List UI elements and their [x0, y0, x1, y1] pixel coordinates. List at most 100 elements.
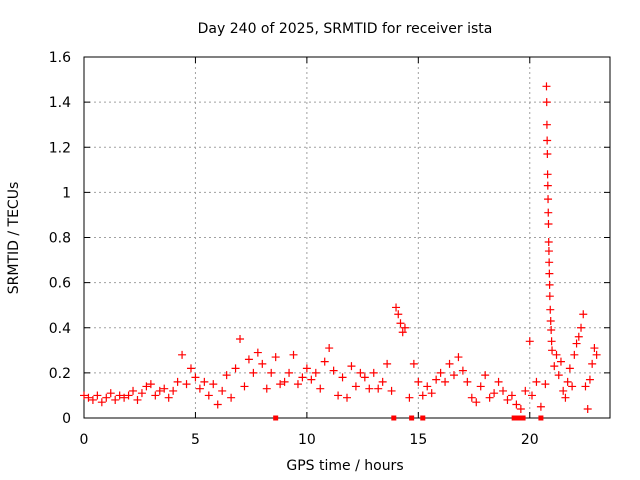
plot-frame: [83, 56, 611, 419]
y-tick-label: 0.8: [49, 231, 71, 247]
data-point: [583, 404, 592, 413]
data-point: [545, 269, 554, 278]
data-point: [173, 377, 182, 386]
data-point: [267, 368, 276, 377]
data-point: [155, 386, 164, 395]
chart-title: Day 240 of 2025, SRMTID for receiver ist…: [198, 21, 493, 37]
data-point: [563, 377, 572, 386]
data-point: [84, 393, 93, 402]
data-point: [97, 398, 106, 407]
y-tick-label: 1: [62, 185, 71, 201]
data-point: [588, 359, 597, 368]
data-point: [521, 386, 530, 395]
grid: [84, 57, 610, 418]
data-point: [454, 353, 463, 362]
data-point: [169, 386, 178, 395]
zero-marker: [420, 415, 426, 421]
data-point: [374, 384, 383, 393]
data-point: [545, 292, 554, 301]
data-point: [360, 373, 369, 382]
data-point: [559, 386, 568, 395]
data-point: [115, 391, 124, 400]
x-tick-label: 0: [80, 432, 89, 448]
ticks: 0 0.2 0.4 0.6 0.8 1 1.2 1.4 1.6 0 5 10 15 20: [49, 50, 610, 448]
data-point: [427, 389, 436, 398]
data-point: [218, 386, 227, 395]
data-point: [543, 150, 552, 159]
data-point: [88, 395, 97, 404]
data-point: [334, 391, 343, 400]
data-point: [222, 371, 231, 380]
data-point: [302, 364, 311, 373]
y-tick-label: 1.2: [49, 140, 71, 156]
y-tick-label: 0.6: [49, 276, 71, 292]
data-point: [592, 350, 601, 359]
data-point: [544, 219, 553, 228]
data-point: [570, 350, 579, 359]
data-point: [120, 393, 129, 402]
data-point: [481, 371, 490, 380]
x-axis-label: GPS time / hours: [286, 458, 403, 474]
data-point: [532, 377, 541, 386]
data-point: [544, 238, 553, 247]
data-point: [280, 377, 289, 386]
data-point: [590, 344, 599, 353]
y-tick-label: 0.4: [49, 321, 71, 337]
data-point: [137, 389, 146, 398]
data-point: [516, 404, 525, 413]
data-point: [490, 389, 499, 398]
data-point: [106, 389, 115, 398]
data-point: [258, 359, 267, 368]
data-point: [554, 371, 563, 380]
data-point: [507, 391, 516, 400]
data-point: [503, 395, 512, 404]
data-point: [316, 384, 325, 393]
data-point: [544, 247, 553, 256]
data-point: [129, 386, 138, 395]
data-point: [231, 364, 240, 373]
data-point: [93, 391, 102, 400]
data-point: [227, 393, 236, 402]
data-point: [541, 380, 550, 389]
data-point: [536, 402, 545, 411]
data-point: [249, 368, 258, 377]
zero-marker: [520, 415, 526, 421]
data-point: [579, 310, 588, 319]
data-point: [178, 350, 187, 359]
data-point: [236, 335, 245, 344]
data-point: [151, 391, 160, 400]
data-point: [525, 337, 534, 346]
data-point: [191, 373, 200, 382]
data-point: [546, 316, 555, 325]
zero-marker: [273, 415, 279, 421]
data-point: [581, 382, 590, 391]
x-tick-label: 15: [409, 432, 427, 448]
data-points: [80, 82, 601, 421]
data-point: [445, 359, 454, 368]
data-point: [409, 359, 418, 368]
data-point: [182, 380, 191, 389]
zero-marker: [538, 415, 544, 421]
data-point: [320, 357, 329, 366]
data-point: [499, 386, 508, 395]
y-tick-label: 1.6: [49, 50, 71, 66]
data-point: [142, 382, 151, 391]
data-point: [369, 368, 378, 377]
data-point: [543, 181, 552, 190]
data-point: [572, 339, 581, 348]
data-point: [298, 373, 307, 382]
data-point: [414, 377, 423, 386]
data-point: [467, 393, 476, 402]
data-point: [329, 366, 338, 375]
data-point: [271, 353, 280, 362]
data-point: [542, 98, 551, 107]
data-point: [561, 393, 570, 402]
data-point: [307, 375, 316, 384]
data-point: [160, 384, 169, 393]
data-point: [365, 384, 374, 393]
data-point: [146, 380, 155, 389]
data-point: [209, 380, 218, 389]
y-tick-label: 0: [62, 411, 71, 427]
data-point: [463, 377, 472, 386]
data-point: [102, 393, 111, 402]
